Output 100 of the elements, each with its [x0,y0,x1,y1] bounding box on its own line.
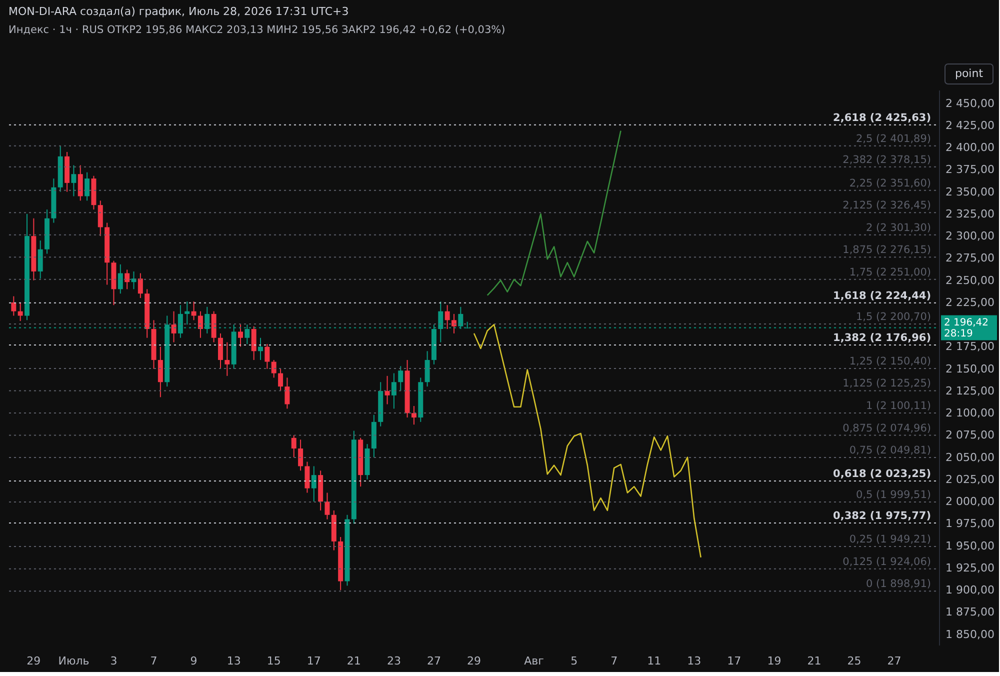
ref-line-label: 2,125 (2 326,45) [842,200,931,212]
ref-line-label: 0,618 (2 023,25) [833,468,931,480]
candlestick [311,466,316,502]
ref-line-label: 0,382 (1 975,77) [833,510,931,522]
y-tick-label: 2 050,00 [946,450,994,464]
x-tick-label: Авг [524,654,544,668]
candlestick [211,310,216,343]
y-tick-label: 2 025,00 [946,472,994,486]
text: point [954,67,984,80]
candlestick [71,164,76,197]
y-tick-label: 1 950,00 [946,539,994,552]
candlestick [251,326,256,360]
ref-line-label: 1,875 (2 276,15) [842,244,931,256]
y-tick-label: 2 450,00 [946,96,994,110]
y-tick-label: 1 850,00 [946,628,994,641]
x-tick-label: 3 [110,654,118,668]
candlestick [238,324,243,348]
candlestick [411,406,416,426]
x-tick-label: 11 [647,654,662,668]
ref-line-label: 2 (2 301,30) [866,222,931,234]
x-tick-label: 29 [467,654,481,668]
candlestick [198,310,203,338]
x-tick-label: 27 [887,654,902,668]
x-tick-label: 19 [767,654,782,668]
candlestick [98,200,103,237]
x-tick-label: 17 [306,654,321,668]
candlestick [224,342,230,376]
x-tick-label: 7 [150,654,158,668]
x-tick-label: 23 [386,654,401,668]
ref-line-label: 1,75 (2 251,00) [849,266,931,278]
y-tick-label: 2 400,00 [946,141,994,154]
candlestick [11,296,16,316]
candlestick [191,301,196,321]
x-tick-label: 13 [226,654,241,668]
candlestick [158,346,163,398]
x-tick-label: Июль [58,654,90,668]
candlestick [384,375,390,405]
candlestick [444,304,450,330]
candlestick [264,344,270,370]
candlestick [18,302,23,322]
y-tick-label: 2 250,00 [946,274,994,287]
y-tick-label: 1 925,00 [946,561,994,574]
ref-line-label: 2,618 (2 425,63) [833,112,931,124]
candlestick [391,372,396,410]
y-tick-label: 2 125,00 [946,384,994,398]
ref-line-label: 0 (1 898,91) [866,578,931,590]
candlestick [138,272,143,299]
candlestick [38,240,43,280]
ref-line-label: 2,25 (2 351,60) [849,177,931,190]
y-tick-label: 1 975,00 [946,517,994,530]
ref-line-label: 0,75 (2 049,81) [849,444,931,457]
candlestick [451,313,456,334]
candlestick [84,172,90,202]
ref-line-label: 0,875 (2 074,96) [842,422,931,434]
ref-line-label: 1,25 (2 150,40) [849,355,931,368]
y-tick-label: 2 225,00 [946,296,994,309]
x-tick-label: 21 [346,654,361,668]
candlestick [424,350,430,388]
ref-line-label: 1 (2 100,11) [866,400,931,412]
candlestick [124,269,130,290]
y-tick-label: 2 425,00 [946,118,994,132]
ref-line-label: 1,5 (2 200,70) [856,310,931,323]
y-tick-label: 2 375,00 [946,163,994,176]
line-series [473,324,702,558]
ref-line-label: 1,382 (2 176,96) [833,332,931,344]
candlestick [324,492,330,520]
x-tick-label: 5 [570,654,578,668]
candlestick [298,439,304,472]
candlestick [218,332,223,370]
y-tick-label: 2 350,00 [946,185,994,198]
y-tick-label: 2 300,00 [946,230,994,243]
ref-line-label: 2,382 (2 378,15) [842,154,931,166]
line-series [486,130,622,296]
y-tick-label: 2 100,00 [946,406,994,420]
candlestick [118,264,123,294]
candlestick [258,337,264,360]
x-tick-label: 7 [610,654,618,668]
ref-line-label: 0,125 (1 924,06) [842,556,931,568]
y-tick-label: 2 325,00 [946,207,994,220]
x-tick-label: 25 [847,654,862,668]
text: 2 196,42 28:19 [944,318,989,340]
y-tick-label: 2 150,00 [946,362,994,376]
x-tick-label: 27 [426,654,441,668]
ref-line-label: 2,5 (2 401,89) [856,132,931,145]
ref-line-label: 1,618 (2 224,44) [833,290,931,302]
candlestick [304,461,310,494]
candlestick [398,366,404,392]
y-tick-label: 1 875,00 [946,606,994,619]
chart-subtitle: Индекс · 1ч · RUS ОТКР2 195,86 МАКС2 203,13 МИН2 195,56 ЗАКР2 196,42 +0,62 (+0,03%) [8,24,506,36]
x-tick-label: 13 [687,654,702,668]
y-tick-label: 2 075,00 [946,428,994,442]
candlestick [291,434,296,458]
chart-title: MON-DI-ARA создал(а) график, Июль 28, 2026 17:31 UTC+3 [8,5,349,18]
y-tick-label: 1 900,00 [946,584,994,597]
candlestick [171,310,176,343]
candlestick [278,368,284,392]
y-tick-label: 2 000,00 [946,495,994,508]
candlestick [78,164,83,202]
x-tick-label: 17 [727,654,742,668]
candlestick [284,377,290,410]
